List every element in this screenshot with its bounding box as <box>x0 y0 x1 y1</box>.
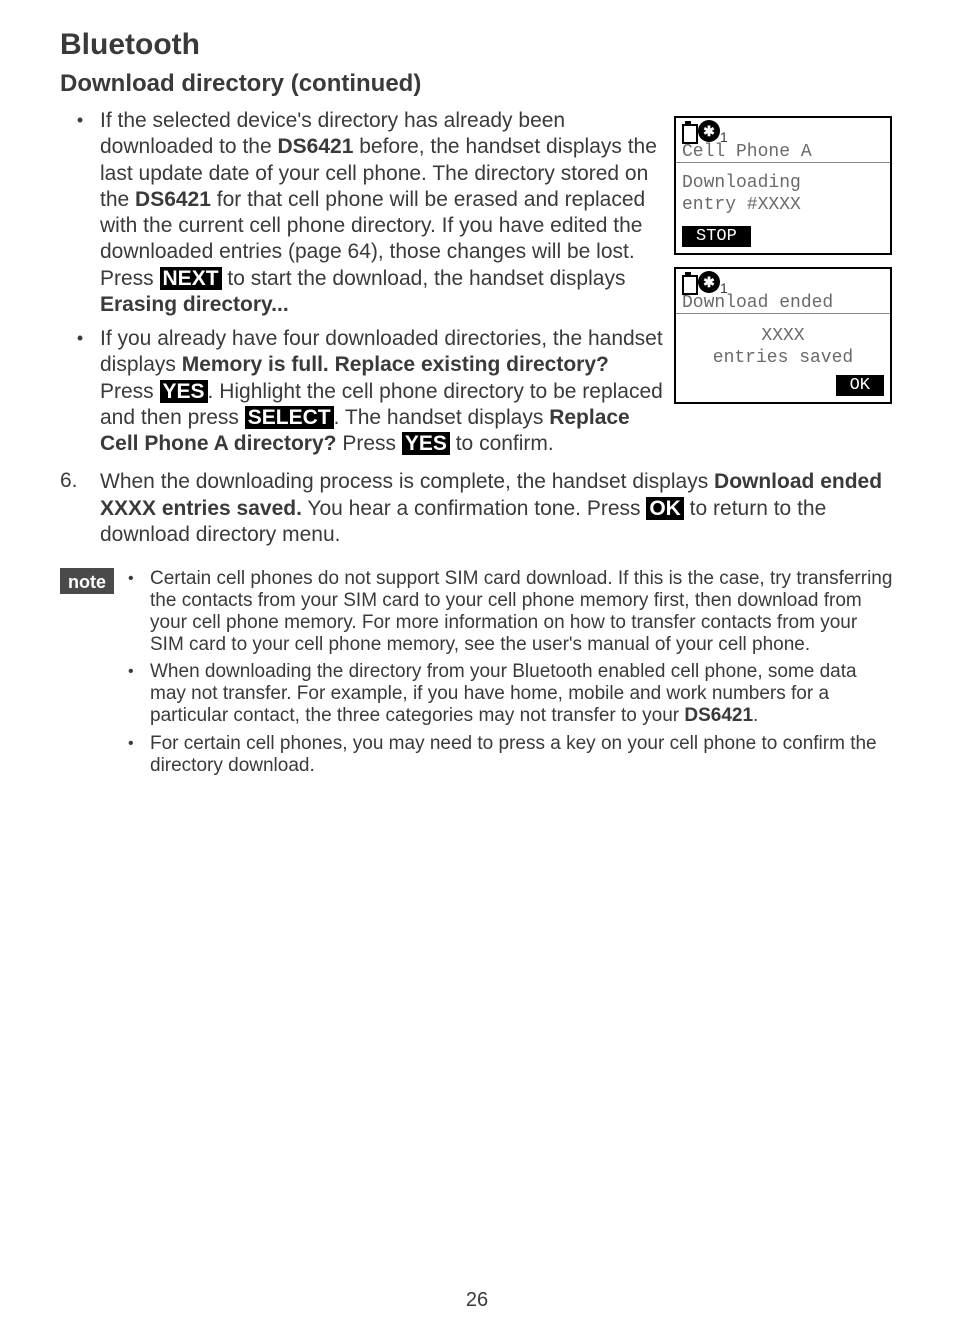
step-6: 6. When the downloading process is compl… <box>60 469 894 548</box>
model-name: DS6421 <box>684 705 753 726</box>
page-title: Bluetooth <box>60 28 894 62</box>
memory-full-text: Memory is full. Replace existing directo… <box>182 353 609 376</box>
bullet-marker: • <box>60 326 100 457</box>
ok-button-label: OK <box>646 497 684 520</box>
text: When the downloading process is complete… <box>100 470 714 493</box>
bluetooth-icon: ✱ <box>698 120 720 142</box>
erasing-text: Erasing directory... <box>100 293 289 316</box>
text: . <box>753 705 758 726</box>
screen-button-row: STOP <box>676 220 890 253</box>
screens-column: ✱ 1 Cell Phone A Downloading entry #XXXX… <box>674 108 894 465</box>
text: . The handset displays <box>334 406 550 429</box>
bullet-marker: • <box>60 108 100 318</box>
yes-button-label: YES <box>160 380 208 403</box>
handset-screen-ended: ✱ 1 Download ended XXXX entries saved OK <box>674 267 892 404</box>
bullet-1: • If the selected device's directory has… <box>60 108 664 318</box>
text: Press <box>337 432 402 455</box>
note-1-body: Certain cell phones do not support SIM c… <box>150 568 894 655</box>
bt-index: 1 <box>720 129 728 145</box>
stop-softkey: STOP <box>682 226 751 247</box>
bullet-marker: • <box>128 661 150 727</box>
bullet-marker: • <box>128 568 150 655</box>
screen-status-bar: ✱ 1 <box>676 118 890 142</box>
note-2-body: When downloading the directory from your… <box>150 661 894 727</box>
screen-line: Downloading <box>676 173 890 195</box>
text: to start the download, the handset displ… <box>222 267 626 290</box>
note-item-1: • Certain cell phones do not support SIM… <box>128 568 894 655</box>
bullet-1-body: If the selected device's directory has a… <box>100 108 664 318</box>
note-item-2: • When downloading the directory from yo… <box>128 661 894 727</box>
yes-button-label: YES <box>402 432 450 455</box>
main-content-row: • If the selected device's directory has… <box>60 108 894 465</box>
step-6-body: When the downloading process is complete… <box>100 469 894 548</box>
bullet-2: • If you already have four downloaded di… <box>60 326 664 457</box>
model-name: DS6421 <box>277 135 353 158</box>
ok-softkey: OK <box>836 375 884 396</box>
bullet-2-body: If you already have four downloaded dire… <box>100 326 664 457</box>
screen-title: Cell Phone A <box>676 142 890 163</box>
bullet-list: • If the selected device's directory has… <box>60 108 664 457</box>
page-number: 26 <box>0 1289 954 1312</box>
model-name: DS6421 <box>135 188 211 211</box>
screen-status-bar: ✱ 1 <box>676 269 890 293</box>
screen-line: entries saved <box>676 348 890 370</box>
note-block: note • Certain cell phones do not suppor… <box>60 568 894 783</box>
bullet-marker: • <box>128 733 150 777</box>
text: to confirm. <box>450 432 554 455</box>
select-button-label: SELECT <box>245 406 334 429</box>
screen-line: entry #XXXX <box>676 195 890 217</box>
next-button-label: NEXT <box>160 267 222 290</box>
text-column: • If the selected device's directory has… <box>60 108 664 465</box>
note-list: • Certain cell phones do not support SIM… <box>128 568 894 783</box>
screen-line: XXXX <box>676 326 890 348</box>
battery-icon <box>680 121 696 141</box>
text: Press <box>100 380 160 403</box>
screen-title: Download ended <box>676 293 890 314</box>
text: You hear a confirmation tone. Press <box>302 497 646 520</box>
note-3-body: For certain cell phones, you may need to… <box>150 733 894 777</box>
note-item-3: • For certain cell phones, you may need … <box>128 733 894 777</box>
page-subtitle: Download directory (continued) <box>60 70 894 98</box>
note-badge: note <box>60 568 114 594</box>
handset-screen-downloading: ✱ 1 Cell Phone A Downloading entry #XXXX… <box>674 116 892 255</box>
bluetooth-icon: ✱ <box>698 271 720 293</box>
bt-index: 1 <box>720 280 728 296</box>
step-number: 6. <box>60 469 100 548</box>
screen-button-row: OK <box>676 369 890 402</box>
battery-icon <box>680 272 696 292</box>
